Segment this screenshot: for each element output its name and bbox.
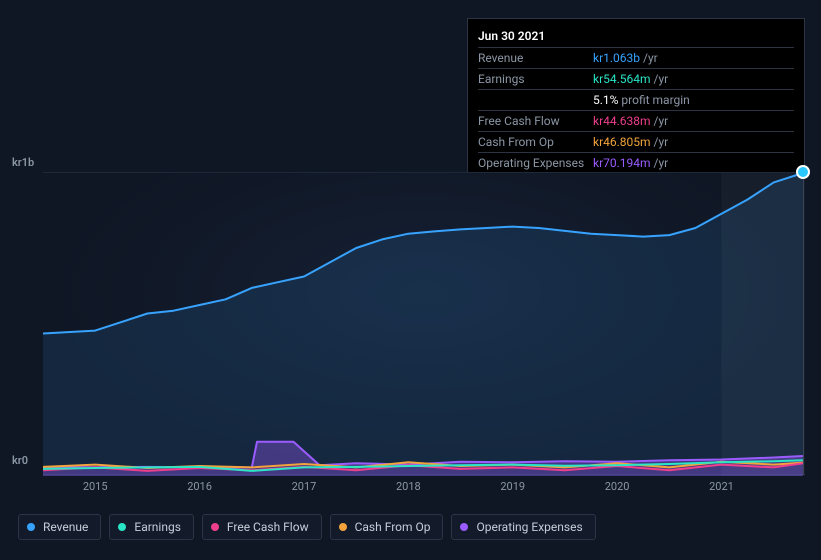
legend-dot-icon <box>118 523 126 531</box>
legend-label: Revenue <box>43 520 88 534</box>
x-axis: 2015 2016 2017 2018 2019 2020 2021 <box>43 480 805 500</box>
legend-dot-icon <box>339 523 347 531</box>
x-axis-tick: 2018 <box>396 480 421 493</box>
legend-toggle-free-cash-flow[interactable]: Free Cash Flow <box>202 514 322 540</box>
financials-line-chart[interactable] <box>43 172 805 475</box>
tooltip-row: Earningskr54.564m /yr <box>478 69 794 90</box>
tooltip-row-label: Earnings <box>478 69 593 90</box>
tooltip-row-value: 5.1% profit margin <box>593 90 794 111</box>
legend-label: Cash From Op <box>355 520 431 534</box>
tooltip-date: Jun 30 2021 <box>478 25 794 47</box>
x-axis-tick: 2021 <box>709 480 734 493</box>
x-axis-tick: 2019 <box>500 480 525 493</box>
legend-label: Operating Expenses <box>476 520 582 534</box>
tooltip-row-label: Operating Expenses <box>478 153 593 174</box>
tooltip-row-label: Cash From Op <box>478 132 593 153</box>
chart-legend: Revenue Earnings Free Cash Flow Cash From O… <box>18 514 596 540</box>
x-axis-tick: 2020 <box>605 480 630 493</box>
tooltip-row-value: kr54.564m /yr <box>593 69 794 90</box>
legend-dot-icon <box>27 523 35 531</box>
chart-hover-marker <box>796 165 810 179</box>
x-axis-tick: 2016 <box>187 480 212 493</box>
tooltip-row-label: Free Cash Flow <box>478 111 593 132</box>
tooltip-table: Revenuekr1.063b /yrEarningskr54.564m /yr… <box>478 47 794 173</box>
tooltip-row-label: Revenue <box>478 48 593 69</box>
y-axis-label-top: kr1b <box>12 156 34 169</box>
legend-dot-icon <box>460 523 468 531</box>
tooltip-row-value: kr46.805m /yr <box>593 132 794 153</box>
legend-toggle-earnings[interactable]: Earnings <box>109 514 194 540</box>
legend-dot-icon <box>211 523 219 531</box>
legend-toggle-operating-expenses[interactable]: Operating Expenses <box>451 514 595 540</box>
x-axis-tick: 2015 <box>83 480 108 493</box>
tooltip-row: Free Cash Flowkr44.638m /yr <box>478 111 794 132</box>
tooltip-row: Operating Expenseskr70.194m /yr <box>478 153 794 174</box>
legend-label: Earnings <box>134 520 181 534</box>
tooltip-row-value: kr44.638m /yr <box>593 111 794 132</box>
legend-toggle-cash-from-op[interactable]: Cash From Op <box>330 514 444 540</box>
legend-label: Free Cash Flow <box>227 520 309 534</box>
chart-tooltip: Jun 30 2021 Revenuekr1.063b /yrEarningsk… <box>467 18 805 180</box>
tooltip-row-label <box>478 90 593 111</box>
tooltip-row-value: kr1.063b /yr <box>593 48 794 69</box>
chart-scan-line <box>803 172 804 475</box>
tooltip-row: Revenuekr1.063b /yr <box>478 48 794 69</box>
y-axis-label-bottom: kr0 <box>12 454 28 467</box>
tooltip-row-value: kr70.194m /yr <box>593 153 794 174</box>
tooltip-row: Cash From Opkr46.805m /yr <box>478 132 794 153</box>
legend-toggle-revenue[interactable]: Revenue <box>18 514 101 540</box>
tooltip-row: 5.1% profit margin <box>478 90 794 111</box>
x-axis-tick: 2017 <box>292 480 317 493</box>
